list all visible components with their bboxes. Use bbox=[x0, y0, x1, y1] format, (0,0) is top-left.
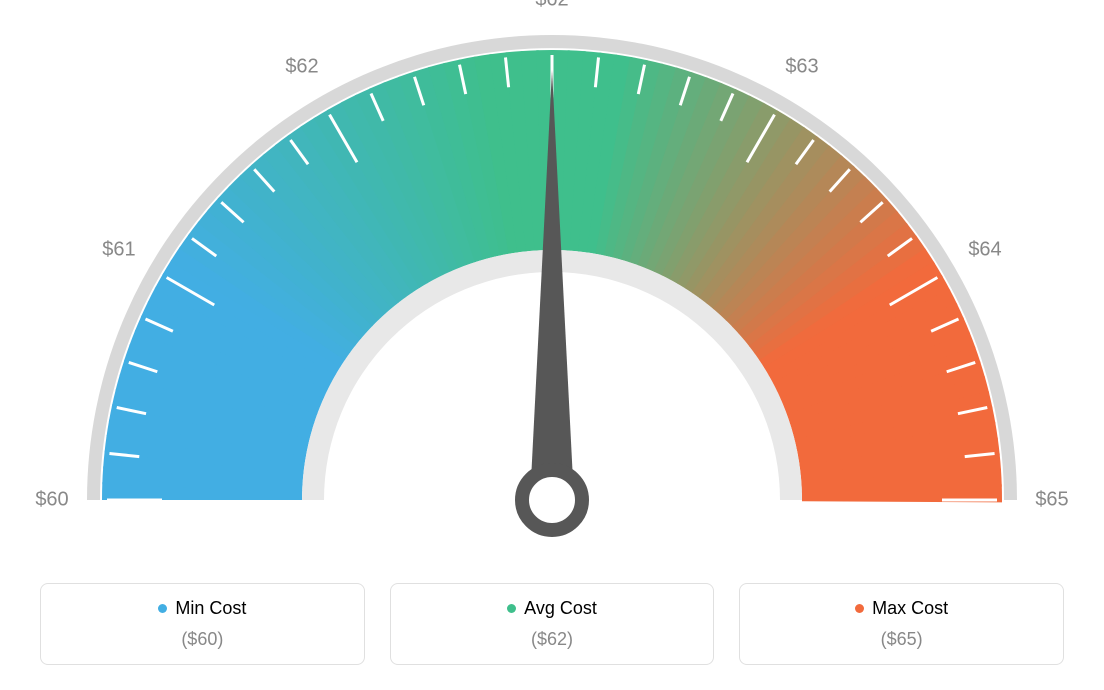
gauge-chart: $60 $61 $62 $62 $63 $64 $65 bbox=[0, 0, 1104, 560]
legend-max-value: ($65) bbox=[750, 629, 1053, 650]
gauge-tick-label: $62 bbox=[535, 0, 568, 12]
legend-max-label: Max Cost bbox=[855, 598, 948, 619]
legend-avg-label: Avg Cost bbox=[507, 598, 597, 619]
gauge-tick-label: $62 bbox=[285, 55, 318, 78]
gauge-tick-label: $61 bbox=[102, 239, 135, 262]
legend-min-value: ($60) bbox=[51, 629, 354, 650]
legend-min-cost: Min Cost ($60) bbox=[40, 583, 365, 665]
legend-max-text: Max Cost bbox=[872, 598, 948, 619]
gauge-tick-label: $60 bbox=[35, 489, 68, 512]
legend-avg-dot bbox=[507, 604, 516, 613]
legend-max-cost: Max Cost ($65) bbox=[739, 583, 1064, 665]
gauge-tick-label: $64 bbox=[968, 239, 1001, 262]
legend-max-dot bbox=[855, 604, 864, 613]
legend-min-dot bbox=[158, 604, 167, 613]
legend-min-label: Min Cost bbox=[158, 598, 246, 619]
legend-avg-value: ($62) bbox=[401, 629, 704, 650]
legend-avg-text: Avg Cost bbox=[524, 598, 597, 619]
legend-row: Min Cost ($60) Avg Cost ($62) Max Cost (… bbox=[40, 583, 1064, 665]
chart-container: $60 $61 $62 $62 $63 $64 $65 Min Cost ($60) Avg… bbox=[0, 0, 1104, 690]
gauge-tick-label: $65 bbox=[1035, 489, 1068, 512]
gauge-tick-label: $63 bbox=[785, 55, 818, 78]
legend-min-text: Min Cost bbox=[175, 598, 246, 619]
legend-avg-cost: Avg Cost ($62) bbox=[390, 583, 715, 665]
